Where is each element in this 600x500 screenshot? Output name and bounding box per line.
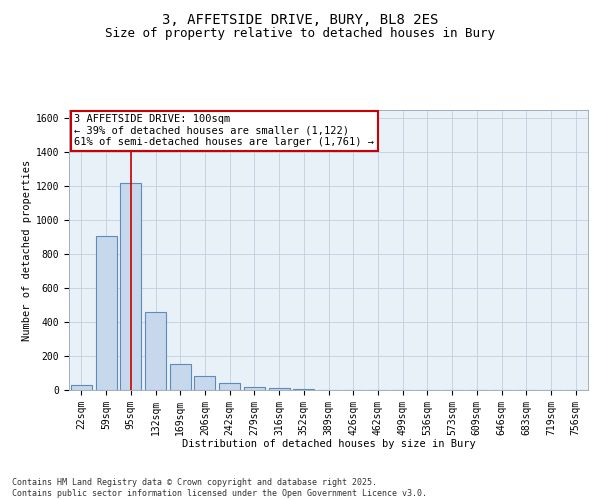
- Bar: [95, 236, 116, 390]
- Text: 3 AFFETSIDE DRIVE: 100sqm
← 39% of detached houses are smaller (1,122)
61% of se: 3 AFFETSIDE DRIVE: 100sqm ← 39% of detac…: [74, 114, 374, 148]
- Text: 3, AFFETSIDE DRIVE, BURY, BL8 2ES: 3, AFFETSIDE DRIVE, BURY, BL8 2ES: [162, 12, 438, 26]
- Bar: [120, 183, 141, 390]
- Bar: [145, 312, 166, 390]
- Y-axis label: Number of detached properties: Number of detached properties: [22, 160, 32, 340]
- Bar: [244, 386, 265, 390]
- Bar: [293, 389, 314, 390]
- X-axis label: Distribution of detached houses by size in Bury: Distribution of detached houses by size …: [182, 439, 475, 449]
- Bar: [194, 376, 215, 390]
- Bar: [219, 383, 240, 390]
- Text: Size of property relative to detached houses in Bury: Size of property relative to detached ho…: [105, 28, 495, 40]
- Bar: [170, 364, 191, 390]
- Bar: [269, 388, 290, 390]
- Text: Contains HM Land Registry data © Crown copyright and database right 2025.
Contai: Contains HM Land Registry data © Crown c…: [12, 478, 427, 498]
- Bar: [71, 385, 92, 390]
